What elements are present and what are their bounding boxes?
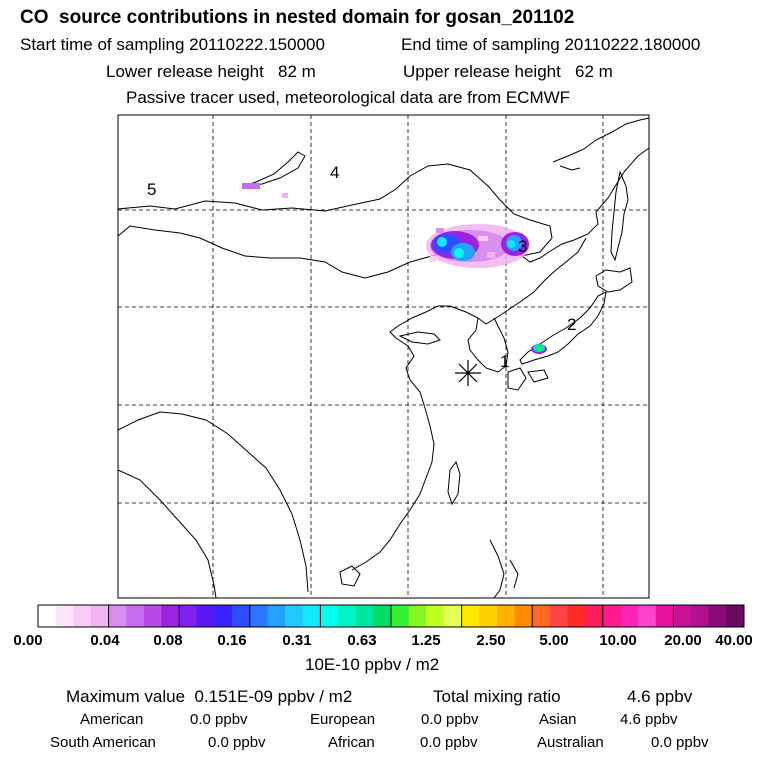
region-value-african: 0.0 ppbv: [420, 734, 478, 751]
concentration-field: [242, 183, 547, 354]
colorbar-swatch: [267, 605, 286, 627]
region-name-south-american: South American: [50, 734, 156, 751]
colorbar-label-0: 0.00: [13, 632, 43, 649]
colorbar-swatch: [285, 605, 304, 627]
colorbar-swatch: [355, 605, 374, 627]
colorbar-label-5: 0.63: [347, 632, 377, 649]
region-value-european: 0.0 ppbv: [421, 711, 479, 728]
colorbar-label-7: 2.50: [476, 632, 506, 649]
model-note: Passive tracer used, meteorological data…: [126, 88, 571, 107]
total-mixing-value: 4.6 ppbv: [627, 687, 693, 706]
colorbar-swatch: [73, 605, 92, 627]
colorbar-swatch: [638, 605, 657, 627]
colorbar-swatch: [602, 605, 621, 627]
colorbar-swatch: [443, 605, 463, 627]
colorbar-swatch: [373, 605, 392, 627]
region-label-5: 5: [147, 180, 156, 199]
colorbar-swatch: [691, 605, 710, 627]
colorbar-swatch: [391, 605, 410, 627]
colorbar-swatch: [161, 605, 180, 627]
colorbar-swatch: [143, 605, 163, 627]
colorbar-swatch: [302, 605, 321, 627]
region-name-australian: Australian: [537, 734, 604, 751]
region-name-american: American: [80, 711, 144, 728]
colorbar-swatch: [726, 605, 745, 627]
receptor-marker-icon: [455, 360, 481, 386]
colorbar-swatch: [126, 605, 145, 627]
colorbar-swatch: [38, 605, 57, 627]
colorbar-swatch: [620, 605, 639, 627]
colorbar-swatch: [549, 605, 568, 627]
colorbar-swatch: [196, 605, 215, 627]
colorbar-label-11: 40.00: [715, 632, 753, 649]
colorbar-swatch: [479, 605, 498, 627]
colorbar-unit: 10E-10 ppbv / m2: [305, 655, 440, 674]
colorbar-label-8: 5.00: [539, 632, 569, 649]
lat-lon-grid: [118, 115, 649, 598]
region-name-african: African: [328, 734, 375, 751]
colorbar-swatch: [249, 605, 268, 627]
max-value-label: Maximum value 0.151E-09 ppbv / m2: [66, 687, 353, 706]
plume-lake-baikal: [242, 183, 288, 198]
colorbar-swatch: [90, 605, 110, 627]
colorbar-label-4: 0.31: [282, 632, 312, 649]
colorbar-label-2: 0.08: [153, 632, 183, 649]
colorbar-swatch: [461, 605, 480, 627]
colorbar-swatch: [426, 605, 445, 627]
region-name-asian: Asian: [539, 711, 577, 728]
colorbar-swatch: [532, 605, 551, 627]
end-time-label: End time of sampling 20110222.180000: [401, 35, 701, 54]
colorbar-swatch: [496, 605, 516, 627]
colorbar-swatch: [55, 605, 74, 627]
region-value-south-american: 0.0 ppbv: [208, 734, 266, 751]
region-name-european: European: [310, 711, 376, 728]
plot-title: CO source contributions in nested domain…: [20, 7, 575, 28]
region-label-1: 1: [500, 352, 509, 371]
colorbar-swatch: [320, 605, 339, 627]
colorbar-swatch: [514, 605, 533, 627]
colorbar-swatch: [655, 605, 674, 627]
colorbar-swatch: [179, 605, 198, 627]
colorbar-swatch: [708, 605, 727, 627]
region-value-asian: 4.6 ppbv: [620, 711, 678, 728]
map-frame: [117, 114, 650, 599]
colorbar-swatch: [408, 605, 427, 627]
colorbar-swatch: [585, 605, 604, 627]
region-value-australian: 0.0 ppbv: [651, 734, 709, 751]
colorbar-label-1: 0.04: [90, 632, 120, 649]
colorbar: [38, 605, 745, 627]
colorbar-swatch: [214, 605, 233, 627]
start-time-label: Start time of sampling 20110222.150000: [20, 35, 325, 54]
colorbar-label-10: 20.00: [664, 632, 702, 649]
upper-release-height: Upper release height 62 m: [403, 62, 613, 81]
total-mixing-label: Total mixing ratio: [433, 687, 561, 706]
colorbar-swatch: [673, 605, 692, 627]
colorbar-swatch: [338, 605, 357, 627]
region-label-2: 2: [567, 315, 576, 334]
colorbar-swatch: [108, 605, 127, 627]
plume-northeast-china: [426, 224, 530, 268]
colorbar-label-9: 10.00: [599, 632, 637, 649]
colorbar-swatch: [567, 605, 586, 627]
region-value-american: 0.0 ppbv: [190, 711, 248, 728]
region-label-3: 3: [518, 237, 527, 256]
lower-release-height: Lower release height 82 m: [106, 62, 316, 81]
colorbar-label-6: 1.25: [411, 632, 441, 649]
colorbar-frame: [37, 604, 745, 628]
colorbar-label-3: 0.16: [217, 632, 247, 649]
region-label-4: 4: [330, 163, 339, 182]
coastlines: [117, 117, 650, 599]
colorbar-swatch: [232, 605, 251, 627]
plume-japan: [531, 344, 547, 354]
